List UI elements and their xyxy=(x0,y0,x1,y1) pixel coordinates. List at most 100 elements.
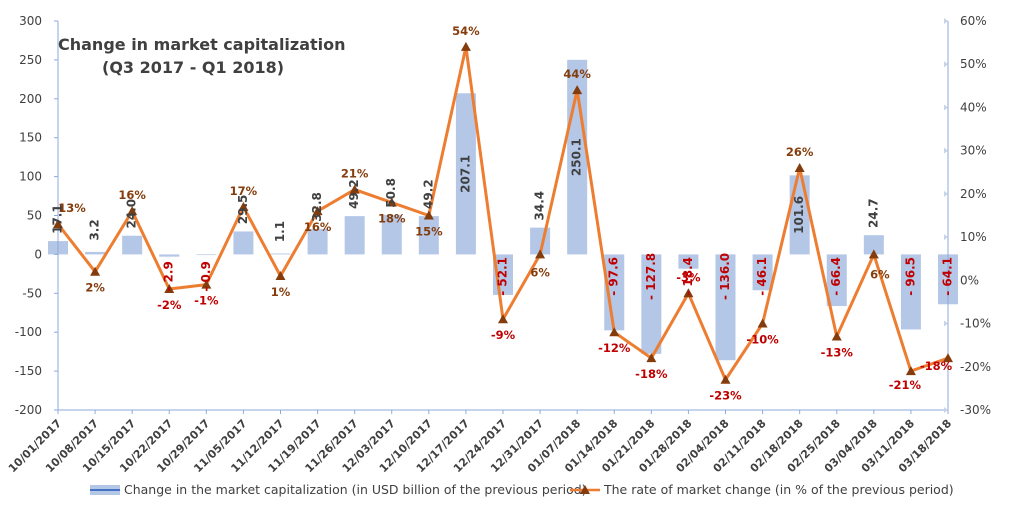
line-value-label: -21% xyxy=(889,378,922,392)
bar-value-label: 34.4 xyxy=(533,191,547,221)
line-value-label: -12% xyxy=(598,341,631,355)
bar xyxy=(381,214,402,255)
right-tick-label: 50% xyxy=(960,57,987,71)
line-value-label: -18% xyxy=(635,367,668,381)
bar-value-label: 250.1 xyxy=(570,138,584,176)
line-marker xyxy=(794,162,805,172)
line-value-label: 16% xyxy=(118,188,146,202)
right-tick-label: -10% xyxy=(960,317,991,331)
legend: Change in the market capitalization (in … xyxy=(90,482,990,500)
line-value-label: -13% xyxy=(821,346,854,360)
line-value-label: 6% xyxy=(870,267,890,281)
bar xyxy=(678,254,699,269)
bar-value-label: 1.1 xyxy=(273,221,287,242)
right-tick xyxy=(944,18,948,24)
line-value-label: 2% xyxy=(85,281,105,295)
bar-value-label: 17.1 xyxy=(51,204,65,234)
bar-value-label: - 18.4 xyxy=(681,257,695,296)
bar-value-label: 50.8 xyxy=(384,178,398,208)
legend-label-line: The rate of market change (in % of the p… xyxy=(604,482,954,497)
right-tick-label: 0% xyxy=(960,273,979,287)
bar xyxy=(715,254,736,361)
bar-value-label: - 0.9 xyxy=(199,261,213,291)
bar xyxy=(233,231,254,255)
line-marker xyxy=(201,279,212,289)
legend-line-swatch xyxy=(570,484,600,494)
left-tick-label: 300 xyxy=(19,14,42,28)
line-marker xyxy=(275,271,286,281)
bar xyxy=(85,251,106,255)
line-marker xyxy=(646,353,657,363)
line-value-label: 1% xyxy=(271,285,291,299)
line-marker xyxy=(498,314,508,324)
line-marker xyxy=(572,85,583,95)
line-value-label: -1% xyxy=(194,294,219,308)
line-value-label: -9% xyxy=(491,328,516,342)
right-tick xyxy=(944,147,948,154)
line-value-label: 54% xyxy=(452,24,480,38)
bar xyxy=(196,254,217,256)
line-marker xyxy=(683,288,694,298)
line-marker xyxy=(238,201,249,211)
bar-value-label: - 64.1 xyxy=(941,257,955,296)
line-marker xyxy=(53,219,63,229)
line-value-label: 16% xyxy=(304,220,332,234)
line-marker xyxy=(535,249,546,259)
bar xyxy=(752,254,773,291)
bar-value-label: - 46.1 xyxy=(755,257,769,296)
right-tick-label: -20% xyxy=(960,360,991,374)
bar-value-label: - 2.9 xyxy=(162,261,176,291)
bar xyxy=(604,254,625,331)
bar-value-label: - 96.5 xyxy=(903,257,917,296)
bar xyxy=(418,216,439,255)
right-tick xyxy=(944,61,948,68)
bar-value-label: 24.0 xyxy=(125,199,139,229)
bar-value-label: - 66.4 xyxy=(829,257,843,296)
bar-value-label: 32.8 xyxy=(310,192,324,222)
left-tick-label: -50 xyxy=(22,286,42,300)
line-value-label: 6% xyxy=(530,265,550,279)
bar xyxy=(863,235,884,255)
bar xyxy=(159,254,180,257)
bar xyxy=(826,254,847,307)
line-marker xyxy=(349,184,360,194)
bar-value-label: - 127.8 xyxy=(644,253,658,300)
line-series xyxy=(53,41,953,384)
right-tick xyxy=(944,320,948,327)
line-value-label: -3% xyxy=(676,270,701,284)
line-value-label: 18% xyxy=(378,212,406,226)
bar-value-label: - 52.1 xyxy=(496,257,510,296)
line-marker xyxy=(386,197,397,207)
bar xyxy=(270,253,291,255)
chart-subtitle: (Q3 2017 - Q1 2018) xyxy=(102,58,285,77)
left-tick-label: 50 xyxy=(27,209,42,223)
left-tick-label: 200 xyxy=(19,92,42,106)
left-tick-label: -200 xyxy=(15,403,42,417)
right-tick-label: 40% xyxy=(960,100,987,114)
line-marker xyxy=(127,206,138,216)
bar-value-label: 207.1 xyxy=(458,155,472,193)
bar xyxy=(307,228,328,255)
line-marker xyxy=(905,366,916,376)
line-value-label: 26% xyxy=(786,145,814,159)
bar xyxy=(344,216,365,255)
legend-item-line: The rate of market change (in % of the p… xyxy=(570,482,954,497)
right-tick xyxy=(944,190,948,197)
left-tick-label: 100 xyxy=(19,170,42,184)
legend-label-bars: Change in the market capitalization (in … xyxy=(124,482,587,497)
bar-value-label: 49.2 xyxy=(347,179,361,209)
legend-bar-swatch xyxy=(90,484,120,495)
bar xyxy=(900,254,921,330)
bar-value-label: - 136.0 xyxy=(718,253,732,300)
bar-value-label: 24.7 xyxy=(866,198,880,228)
right-tick xyxy=(944,277,948,284)
left-tick-label: 250 xyxy=(19,53,42,67)
bar-value-label: - 97.6 xyxy=(607,257,621,296)
line-marker xyxy=(460,41,471,51)
line-marker xyxy=(609,327,620,337)
right-tick xyxy=(944,407,948,413)
line-value-label: -10% xyxy=(746,333,779,347)
left-tick-label: 0 xyxy=(34,247,42,261)
